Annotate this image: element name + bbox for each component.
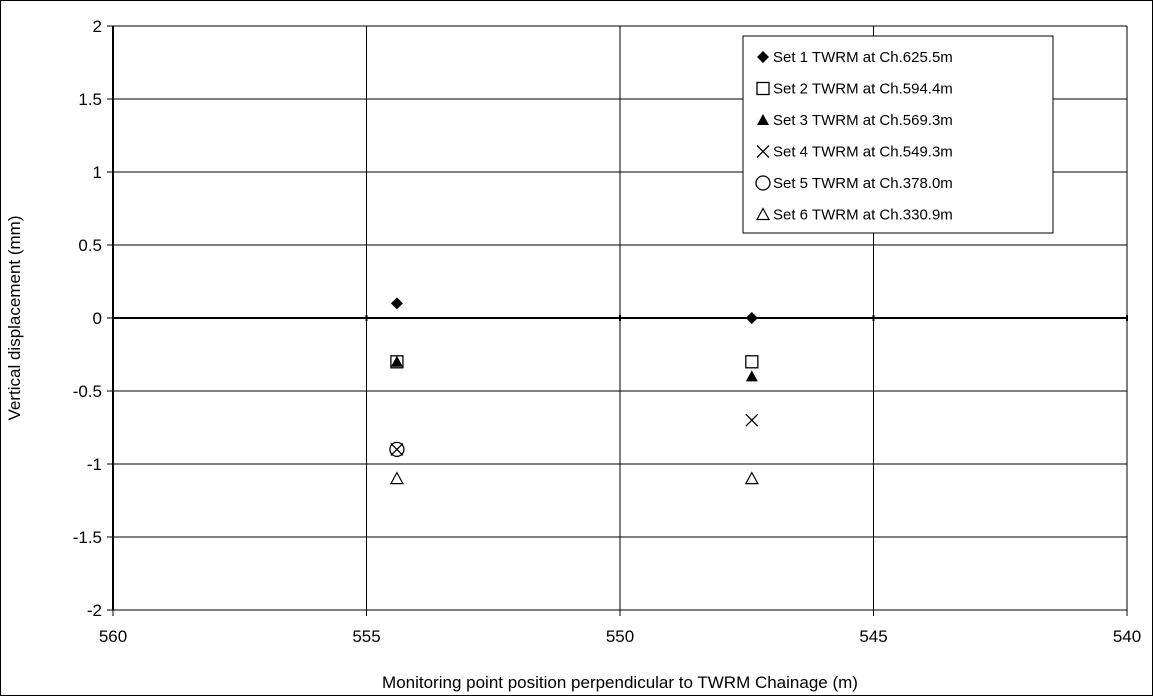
x-tick-label: 555	[352, 627, 380, 646]
legend-box	[742, 35, 1054, 234]
x-tick-label: 560	[99, 627, 127, 646]
legend-label-set-2: Set 2 TWRM at Ch.594.4m	[773, 81, 953, 98]
legend-marker-set-5	[755, 175, 771, 191]
data-point-set-1	[390, 297, 403, 310]
legend-label-set-4: Set 4 TWRM at Ch.549.3m	[773, 144, 953, 161]
y-tick-label: -1.5	[73, 528, 102, 547]
y-tick-label: 1	[93, 163, 102, 182]
data-point-set-3	[745, 370, 758, 382]
y-tick-label: 1.5	[78, 90, 102, 109]
legend-marker-set-3	[757, 114, 769, 125]
y-tick-label: -2	[87, 601, 102, 620]
legend-label-set-3: Set 3 TWRM at Ch.569.3m	[773, 112, 953, 129]
y-tick-label: 0	[93, 309, 102, 328]
data-point-set-4	[745, 413, 759, 427]
y-tick-labels: 2 1.5 1 0.5 0 -0.5 -1 -1.5 -2	[73, 17, 102, 620]
legend-marker-set-4	[756, 145, 770, 158]
legend-marker-set-6	[755, 207, 771, 221]
x-tick-label: 540	[1113, 627, 1141, 646]
legend: Set 1 TWRM at Ch.625.5m Set 2 TWRM at Ch.…	[742, 35, 1054, 234]
x-axis-title: Monitoring point position perpendicular …	[382, 673, 858, 692]
data-point-set-4	[390, 442, 404, 456]
x-tick-label: 550	[606, 627, 634, 646]
y-axis-title: Vertical displacement (mm)	[5, 215, 24, 420]
y-tick-label: -0.5	[73, 382, 102, 401]
data-point-set-2	[745, 355, 759, 369]
legend-label-set-6: Set 6 TWRM at Ch.330.9m	[773, 207, 953, 224]
data-point-set-1	[745, 312, 758, 324]
legend-label-set-1: Set 1 TWRM at Ch.625.5m	[773, 49, 953, 66]
x-tick-label: 545	[859, 627, 887, 646]
y-tick-label: 2	[93, 17, 102, 36]
legend-label-set-5: Set 5 TWRM at Ch.378.0m	[773, 175, 953, 192]
data-points	[389, 297, 759, 485]
data-point-set-6	[389, 471, 404, 485]
legend-marker-set-1	[757, 51, 769, 63]
x-tick-labels: 560 555 550 545 540	[99, 627, 1141, 646]
data-point-set-3	[390, 355, 403, 367]
y-tick-label: -1	[87, 455, 102, 474]
data-point-set-5	[389, 441, 405, 458]
legend-marker-set-2	[756, 81, 770, 96]
y-tick-label: 0.5	[78, 236, 102, 255]
gridlines	[107, 25, 1128, 616]
data-point-set-6	[744, 471, 759, 485]
